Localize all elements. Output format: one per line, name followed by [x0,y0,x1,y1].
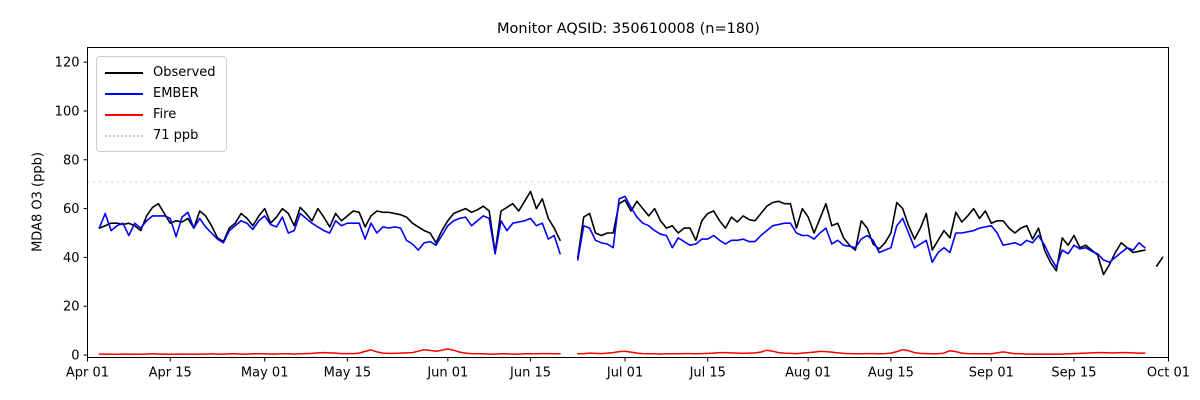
series-ember-line [98,195,1146,268]
x-tick-label: Sep 15 [1051,366,1096,381]
legend-item-ember: EMBER [105,83,216,104]
x-tick-label: Jun 01 [426,366,468,381]
chart-title: Monitor AQSID: 350610008 (n=180) [497,21,760,37]
x-tick-label: Jul 15 [689,366,726,381]
x-tick-label: Jul 01 [606,366,643,381]
x-tick-label: Aug 15 [868,366,914,381]
legend-label: Observed [153,65,216,80]
axes-frame [87,47,1169,358]
legend-line-sample [105,134,143,137]
x-tick-label: Apr 15 [149,366,192,381]
legend-line-sample [105,113,143,116]
legend-item-observed: Observed [105,62,216,83]
legend-line-sample [105,71,143,74]
legend-label: Fire [153,107,177,122]
y-tick-label: 40 [63,251,80,266]
x-tick-label: May 15 [324,366,372,381]
x-tick-label: May 01 [241,366,289,381]
y-tick-label: 100 [55,104,80,119]
legend: Observed EMBER Fire 71 ppb [96,56,227,152]
y-tick-label: 80 [63,153,80,168]
x-tick-label: Apr 01 [66,366,109,381]
y-tick-label: 60 [63,202,80,217]
series-observed-line [98,190,1164,276]
y-tick-label: 20 [63,300,80,315]
x-tick-label: Aug 01 [785,366,831,381]
y-tick-label: 0 [71,349,79,364]
x-tick-label: Jun 15 [509,366,551,381]
legend-line-sample [105,92,143,95]
legend-item-fire: Fire [105,104,216,125]
legend-label: 71 ppb [153,128,199,143]
series-fire-line [98,348,1146,356]
legend-item-71-ppb: 71 ppb [105,125,216,146]
y-axis-label: MDA8 O3 (ppb) [30,152,46,252]
y-tick-label: 120 [55,56,80,71]
x-tick-label: Oct 01 [1147,366,1190,381]
x-tick-label: Sep 01 [969,366,1014,381]
legend-label: EMBER [153,86,199,101]
